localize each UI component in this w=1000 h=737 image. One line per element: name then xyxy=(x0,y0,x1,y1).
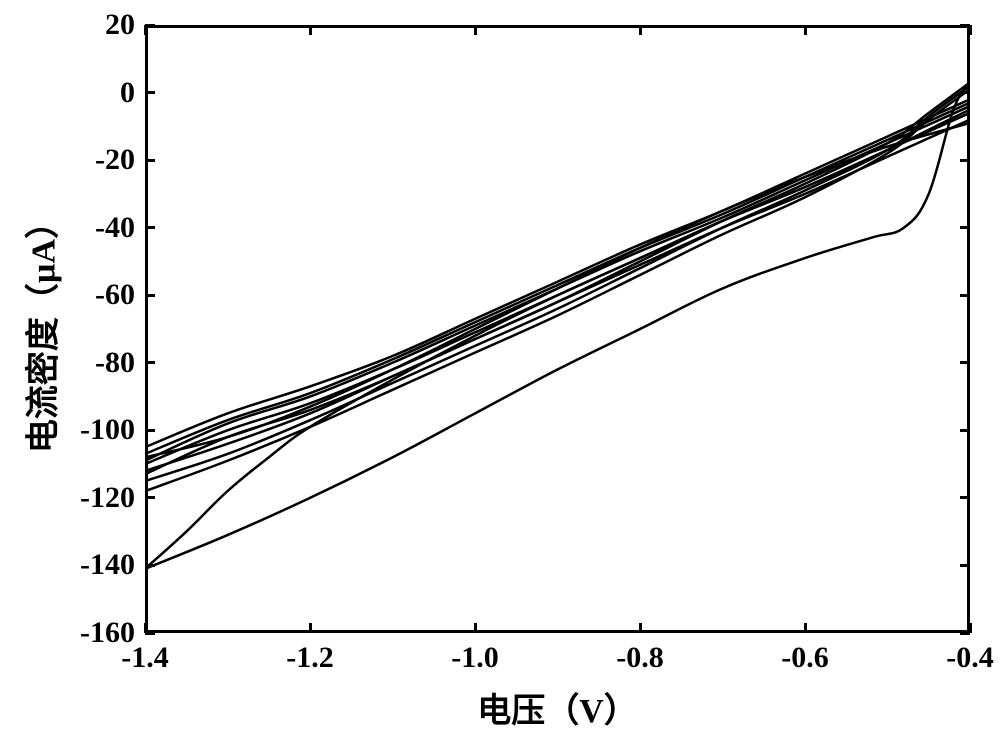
y-tick-label: 20 xyxy=(75,8,135,42)
y-tick xyxy=(145,294,155,297)
y-tick-label: -60 xyxy=(75,278,135,312)
y-tick xyxy=(145,226,155,229)
y-tick-right xyxy=(960,226,970,229)
y-tick-right xyxy=(960,496,970,499)
y-tick xyxy=(145,159,155,162)
x-tick xyxy=(474,623,477,633)
x-axis-label: 电压（V） xyxy=(477,683,638,732)
y-tick-right xyxy=(960,159,970,162)
y-tick xyxy=(145,24,155,27)
x-tick xyxy=(804,623,807,633)
x-tick-top xyxy=(474,25,477,35)
y-tick-label: -40 xyxy=(75,211,135,245)
y-tick-label: -100 xyxy=(75,413,135,447)
x-tick-top xyxy=(969,25,972,35)
x-tick-top xyxy=(639,25,642,35)
y-tick-label: -160 xyxy=(75,616,135,650)
y-tick-right xyxy=(960,294,970,297)
y-tick-label: -20 xyxy=(75,143,135,177)
y-tick-right xyxy=(960,361,970,364)
cv-curves xyxy=(0,0,1000,737)
curve-first-cycle-upper xyxy=(145,109,970,568)
curve-band-upper-1 xyxy=(145,99,970,447)
y-tick xyxy=(145,91,155,94)
x-tick-top xyxy=(144,25,147,35)
x-tick-label: -1.0 xyxy=(451,641,499,675)
y-tick-label: -140 xyxy=(75,548,135,582)
y-tick-right xyxy=(960,429,970,432)
y-tick-label: -80 xyxy=(75,346,135,380)
y-tick xyxy=(145,429,155,432)
x-tick-top xyxy=(804,25,807,35)
x-tick-label: -0.8 xyxy=(616,641,664,675)
x-tick xyxy=(309,623,312,633)
x-tick-label: -1.2 xyxy=(286,641,334,675)
y-axis-label: 电流密度（µA） xyxy=(16,205,65,453)
y-tick xyxy=(145,496,155,499)
x-tick-label: -0.6 xyxy=(781,641,829,675)
y-tick-right xyxy=(960,632,970,635)
curve-mid-2 xyxy=(145,120,970,475)
x-tick-top xyxy=(309,25,312,35)
y-tick-right xyxy=(960,564,970,567)
y-tick xyxy=(145,632,155,635)
y-tick-label: 0 xyxy=(75,76,135,110)
y-tick-label: -120 xyxy=(75,481,135,515)
curve-band-lower-1 xyxy=(145,82,970,470)
y-tick xyxy=(145,564,155,567)
y-tick xyxy=(145,361,155,364)
curve-band-lower-3 xyxy=(145,89,970,491)
cv-chart: -1.4-1.2-1.0-0.8-0.6-0.4-160-140-120-100… xyxy=(0,0,1000,737)
y-tick-right xyxy=(960,24,970,27)
x-tick-label: -0.4 xyxy=(946,641,994,675)
y-tick-right xyxy=(960,91,970,94)
x-tick xyxy=(639,623,642,633)
